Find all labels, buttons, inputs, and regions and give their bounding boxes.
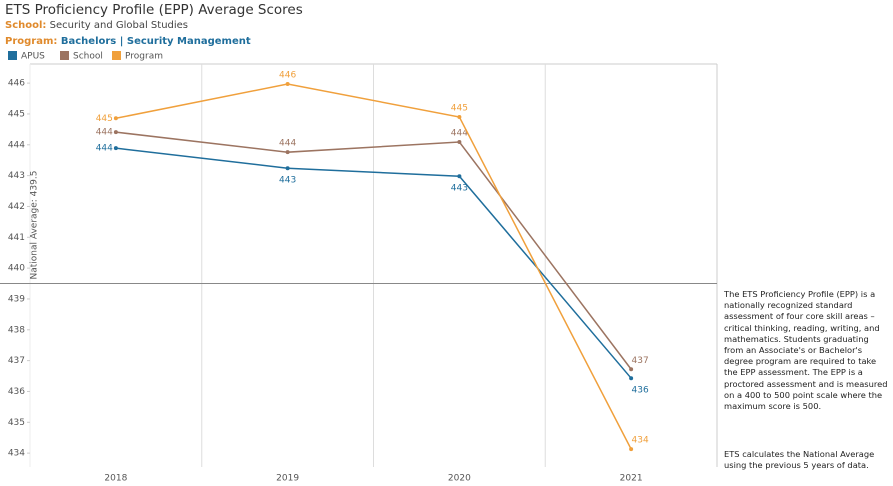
- reference-label: National Average: 439.5: [30, 171, 40, 280]
- school-label: School:: [5, 20, 47, 31]
- legend-label: Program: [125, 52, 163, 62]
- legend-label: APUS: [21, 52, 45, 62]
- x-tick-label: 2019: [276, 474, 299, 484]
- data-label: 444: [279, 139, 296, 149]
- point: [457, 115, 462, 120]
- data-label: 445: [451, 104, 468, 114]
- program-line: Program: Bachelors | Security Management: [5, 36, 251, 47]
- x-tick-label: 2018: [104, 474, 127, 484]
- point: [285, 166, 290, 171]
- title: ETS Proficiency Profile (EPP) Average Sc…: [5, 2, 303, 18]
- note: ETS calculates the National Average usin…: [724, 449, 875, 471]
- point: [285, 82, 290, 87]
- x-tick-label: 2021: [620, 474, 643, 484]
- y-tick-label: 439: [8, 294, 25, 304]
- line: [115, 131, 632, 370]
- line: [115, 83, 632, 450]
- data-label: 444: [96, 128, 113, 138]
- y-tick-label: 437: [8, 356, 25, 366]
- legend-swatch: [8, 51, 17, 60]
- y-tick-label: 442: [8, 202, 25, 212]
- data-label: 436: [632, 386, 649, 396]
- y-tick-label: 436: [8, 387, 25, 397]
- y-tick-label: 443: [8, 171, 25, 181]
- y-tick-label: 438: [8, 325, 25, 335]
- y-tick-label: 441: [8, 233, 25, 243]
- data-label: 443: [279, 176, 296, 186]
- school-line: School: Security and Global Studies: [5, 20, 188, 31]
- y-tick-label: 440: [8, 264, 25, 274]
- data-label: 446: [279, 71, 296, 81]
- point: [285, 150, 290, 155]
- point: [629, 367, 634, 372]
- y-tick-label: 444: [8, 140, 25, 150]
- line: [115, 147, 632, 379]
- data-label: 444: [451, 129, 468, 139]
- point: [113, 116, 118, 121]
- note: The ETS Proficiency Profile (EPP) is a n…: [724, 289, 888, 412]
- y-tick-label: 434: [8, 449, 25, 459]
- data-label: 445: [96, 114, 113, 124]
- data-label: 443: [451, 184, 468, 194]
- data-label: 434: [632, 436, 649, 446]
- legend-swatch: [60, 51, 69, 60]
- y-tick-label: 446: [8, 79, 25, 89]
- point: [457, 174, 462, 179]
- point: [629, 376, 634, 381]
- point: [113, 146, 118, 151]
- program: Bachelors | Security Management: [60, 36, 251, 47]
- point: [457, 140, 462, 145]
- y-tick-label: 435: [8, 418, 25, 428]
- program-label: Program:: [5, 36, 58, 47]
- school: Security and Global Studies: [49, 20, 189, 31]
- point: [113, 130, 118, 135]
- x-tick-label: 2020: [448, 474, 471, 484]
- legend-label: School: [73, 52, 103, 62]
- data-label: 444: [96, 144, 113, 154]
- legend-swatch: [112, 51, 121, 60]
- y-tick-label: 445: [8, 109, 25, 119]
- data-label: 437: [632, 356, 649, 366]
- point: [629, 447, 634, 452]
